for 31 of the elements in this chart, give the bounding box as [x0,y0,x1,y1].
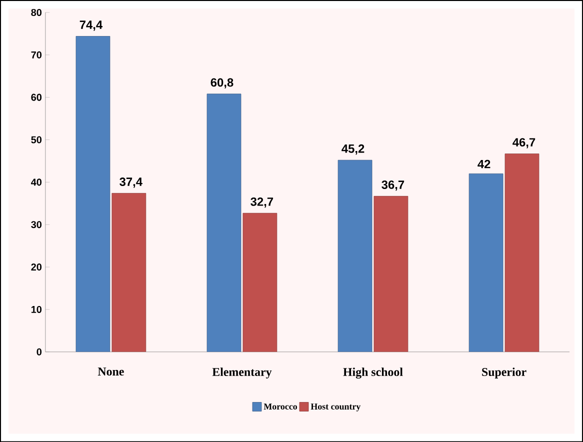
legend-label: Morocco [264,403,297,410]
data-label: 32,7 [250,197,274,208]
bar [206,94,242,352]
bar [504,153,540,352]
y-tick-label: 0 [36,348,42,356]
bar [338,160,372,352]
data-label: 36,7 [382,180,404,191]
bar [76,36,110,352]
x-tick-label: High school [343,368,403,378]
bar [468,173,504,352]
y-tick-label: 70 [31,51,42,58]
x-tick-label: None [98,368,124,376]
x-tick-label: Elementary [212,368,272,378]
y-tick-label: 80 [31,8,42,16]
bar [374,196,408,352]
data-label: 45,2 [342,144,364,154]
data-label: 42 [478,160,490,168]
y-tick-label: 50 [31,136,42,144]
bar [242,212,278,352]
data-label: 74,4 [80,20,103,31]
y-tick-label: 60 [31,94,42,101]
data-label: 37,4 [120,177,142,188]
bar [112,192,146,352]
y-tick-label: 10 [31,306,42,313]
data-label: 60,8 [210,78,234,88]
y-tick-label: 20 [31,263,42,270]
x-tick-label: Superior [482,368,526,378]
y-tick-label: 40 [31,178,42,186]
legend-label: Host country [310,403,361,412]
data-label: 46,7 [512,138,536,148]
y-tick-label: 30 [31,220,42,228]
